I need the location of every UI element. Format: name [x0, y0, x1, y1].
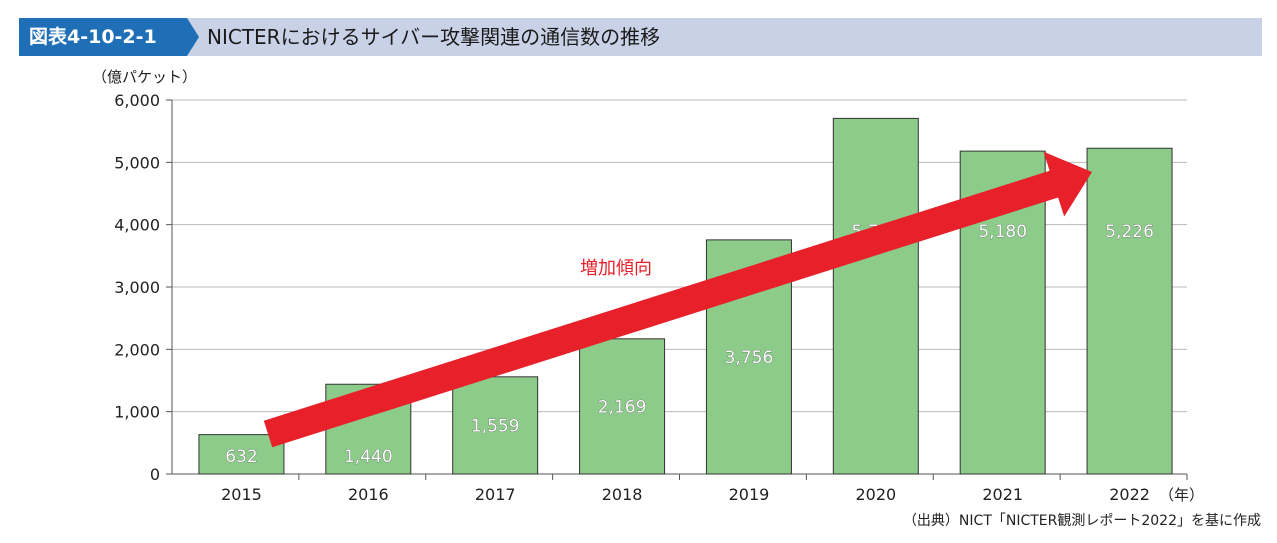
- x-tick-label: 2019: [729, 485, 770, 504]
- y-tick-label: 4,000: [114, 216, 160, 235]
- bar-value-label: 2,169: [598, 397, 647, 417]
- x-tick-label: 2020: [855, 485, 896, 504]
- x-tick-label: 2016: [348, 485, 389, 504]
- y-tick-label: 2,000: [114, 340, 160, 359]
- x-tick-label: 2021: [982, 485, 1023, 504]
- y-tick-label: 6,000: [114, 91, 160, 110]
- source-note: （出典）NICT「NICTER観測レポート2022」を基に作成: [902, 513, 1261, 529]
- bar-value-label: 5,226: [1105, 222, 1154, 242]
- trend-annotation: 増加傾向: [580, 258, 652, 279]
- x-tick-label: 2017: [475, 485, 516, 504]
- x-tick-label: 2015: [221, 485, 262, 504]
- y-axis-label: （億パケット）: [92, 68, 197, 86]
- bar: [452, 376, 539, 475]
- bar-value-label: 632: [225, 447, 257, 467]
- y-tick-label: 1,000: [114, 403, 160, 422]
- bar-chart: 0 1,000 2,000 3,000 4,000 5,000 6,000 （億パケット） 63…: [92, 68, 1204, 504]
- bar: [1086, 147, 1173, 475]
- x-tick-label: 2018: [602, 485, 643, 504]
- trend-arrow: [263, 151, 1092, 448]
- bar-value-label: 3,756: [725, 348, 774, 368]
- x-axis-unit: （年）: [1159, 486, 1204, 504]
- figure-header: 図表4-10-2-1 NICTERにおけるサイバー攻撃関連の通信数の推移: [19, 18, 1262, 56]
- y-tick-label: 3,000: [114, 278, 160, 297]
- bar: [832, 117, 919, 475]
- bar-value-label: 5,180: [978, 222, 1027, 242]
- bar-value-label: 1,559: [471, 416, 520, 436]
- y-tick-label: 0: [150, 465, 160, 484]
- figure-title: NICTERにおけるサイバー攻撃関連の通信数の推移: [207, 25, 661, 49]
- bar-value-label: 1,440: [344, 447, 393, 467]
- bar: [198, 434, 285, 475]
- bar: [579, 338, 666, 475]
- y-tick-label: 5,000: [114, 153, 160, 172]
- x-tick-label: 2022: [1109, 485, 1150, 504]
- figure-number-badge: 図表4-10-2-1: [19, 18, 199, 56]
